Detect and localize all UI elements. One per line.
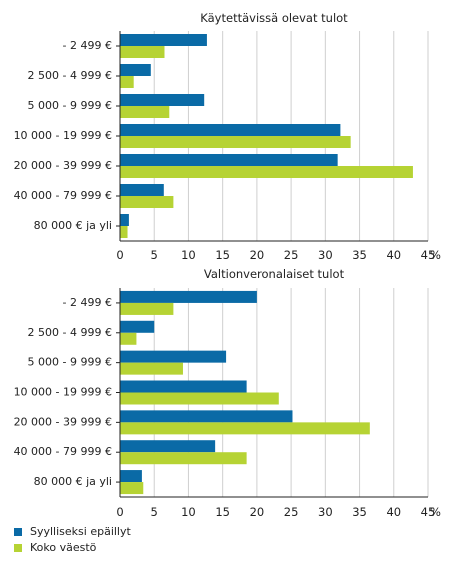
x-tick-label: 5 bbox=[151, 505, 158, 519]
bar-population bbox=[120, 332, 137, 345]
bar-population bbox=[120, 106, 170, 118]
x-tick-label: 0 bbox=[116, 505, 123, 519]
chart-disposable-income: Käytettävissä olevat tulot 0 5 10 15 20 25 30 35… bbox=[14, 11, 441, 262]
x-tick-label: 30 bbox=[318, 248, 333, 262]
bar-population bbox=[120, 422, 370, 435]
x-tick-label: 15 bbox=[215, 248, 230, 262]
bar-population bbox=[120, 166, 413, 178]
category-label: 2 500 - 4 999 € bbox=[28, 326, 112, 339]
bar-population bbox=[120, 46, 165, 58]
bar-suspects bbox=[120, 290, 257, 303]
category-label: 20 000 - 39 999 € bbox=[14, 159, 112, 172]
x-tick-label: 10 bbox=[181, 505, 196, 519]
x-tick-label: 10 bbox=[181, 248, 196, 262]
category-label: 80 000 € ja yli bbox=[34, 475, 112, 488]
x-tick-label: 25 bbox=[284, 505, 299, 519]
legend-swatch-suspects bbox=[14, 528, 22, 536]
category-label: 10 000 - 19 999 € bbox=[14, 386, 112, 399]
bar-suspects bbox=[120, 64, 151, 76]
category-label: - 2 499 € bbox=[63, 296, 112, 309]
bar-population bbox=[120, 452, 247, 465]
category-label: 40 000 - 79 999 € bbox=[14, 189, 112, 202]
bar-suspects bbox=[120, 184, 164, 196]
bar-suspects bbox=[120, 34, 207, 46]
bar-population bbox=[120, 392, 279, 405]
legend-swatch-population bbox=[14, 544, 22, 552]
bar-population bbox=[120, 226, 128, 238]
x-tick-label: 35 bbox=[352, 505, 367, 519]
chart-taxable-income: Valtionveronalaiset tulot 0 5 10 15 20 25 30 35 4… bbox=[14, 267, 441, 519]
bar-population bbox=[120, 482, 144, 495]
bar-suspects bbox=[120, 410, 293, 423]
bar-suspects bbox=[120, 440, 216, 453]
x-unit-label: % bbox=[430, 505, 441, 519]
bar-suspects bbox=[120, 470, 142, 483]
category-label: 40 000 - 79 999 € bbox=[14, 445, 112, 458]
chart-title: Käytettävissä olevat tulot bbox=[200, 11, 348, 25]
x-tick-label: 45 bbox=[421, 505, 436, 519]
legend-label-population: Koko väestö bbox=[30, 541, 97, 554]
category-label: 80 000 € ja yli bbox=[34, 219, 112, 232]
x-tick-label: 40 bbox=[386, 505, 401, 519]
x-tick-label: 5 bbox=[151, 248, 158, 262]
bar-suspects bbox=[120, 214, 129, 226]
category-label: 2 500 - 4 999 € bbox=[28, 69, 112, 82]
legend: Syylliseksi epäillyt Koko väestö bbox=[14, 525, 131, 554]
bar-suspects bbox=[120, 320, 155, 333]
x-tick-label: 25 bbox=[284, 248, 299, 262]
bar-population bbox=[120, 136, 351, 148]
bar-population bbox=[120, 362, 183, 375]
bar-suspects bbox=[120, 350, 227, 363]
x-tick-label: 45 bbox=[421, 248, 436, 262]
category-label: 20 000 - 39 999 € bbox=[14, 415, 112, 428]
category-label: 5 000 - 9 999 € bbox=[28, 99, 112, 112]
x-tick-label: 30 bbox=[318, 505, 333, 519]
bar-suspects bbox=[120, 380, 247, 393]
bar-suspects bbox=[120, 94, 205, 106]
chart-title: Valtionveronalaiset tulot bbox=[204, 267, 345, 281]
bar-population bbox=[120, 196, 174, 208]
bar-suspects bbox=[120, 154, 338, 166]
category-label: 10 000 - 19 999 € bbox=[14, 129, 112, 142]
legend-label-suspects: Syylliseksi epäillyt bbox=[30, 525, 131, 538]
x-tick-label: 15 bbox=[215, 505, 230, 519]
bar-population bbox=[120, 76, 134, 88]
x-tick-label: 40 bbox=[386, 248, 401, 262]
category-label: - 2 499 € bbox=[63, 39, 112, 52]
x-tick-label: 20 bbox=[250, 248, 265, 262]
x-tick-label: 0 bbox=[116, 248, 123, 262]
x-unit-label: % bbox=[430, 248, 441, 262]
category-label: 5 000 - 9 999 € bbox=[28, 356, 112, 369]
x-tick-label: 35 bbox=[352, 248, 367, 262]
x-tick-label: 20 bbox=[250, 505, 265, 519]
bar-suspects bbox=[120, 124, 341, 136]
bar-population bbox=[120, 302, 174, 315]
